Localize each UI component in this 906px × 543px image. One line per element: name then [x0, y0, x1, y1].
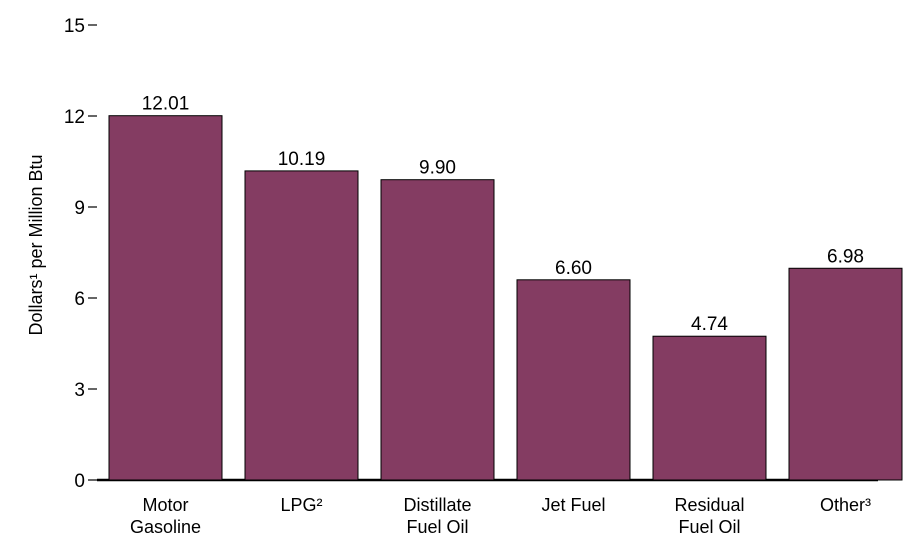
- bar: [652, 335, 767, 481]
- y-tick-label: 6: [74, 289, 85, 310]
- y-tick-label: 0: [74, 471, 85, 492]
- x-category-label: Gasoline: [130, 517, 201, 537]
- x-category-label: Other³: [820, 495, 871, 515]
- x-category-label: Residual: [674, 495, 744, 515]
- x-category-label: Distillate: [403, 495, 471, 515]
- y-tick-label: 15: [64, 16, 85, 37]
- bar: [516, 279, 631, 481]
- bar: [108, 115, 223, 481]
- x-category-label: LPG²: [280, 495, 322, 515]
- data-label: 10.19: [278, 149, 326, 170]
- data-label: 9.90: [419, 158, 456, 179]
- x-category-label: Jet Fuel: [541, 495, 605, 515]
- bar: [788, 267, 903, 481]
- bar: [244, 170, 359, 481]
- data-label: 12.01: [142, 94, 190, 115]
- data-label: 6.60: [555, 258, 592, 279]
- data-label: 6.98: [827, 246, 864, 267]
- x-category-label: Fuel Oil: [406, 517, 468, 537]
- x-category-label: Fuel Oil: [678, 517, 740, 537]
- bar: [380, 179, 495, 481]
- data-label: 4.74: [691, 314, 728, 335]
- y-tick-label: 12: [64, 107, 85, 128]
- x-category-label: Motor: [142, 495, 188, 515]
- y-axis-title: Dollars¹ per Million Btu: [26, 154, 46, 335]
- y-tick-label: 9: [74, 198, 85, 219]
- bar-layer: [108, 115, 903, 481]
- y-tick-label: 3: [74, 380, 85, 401]
